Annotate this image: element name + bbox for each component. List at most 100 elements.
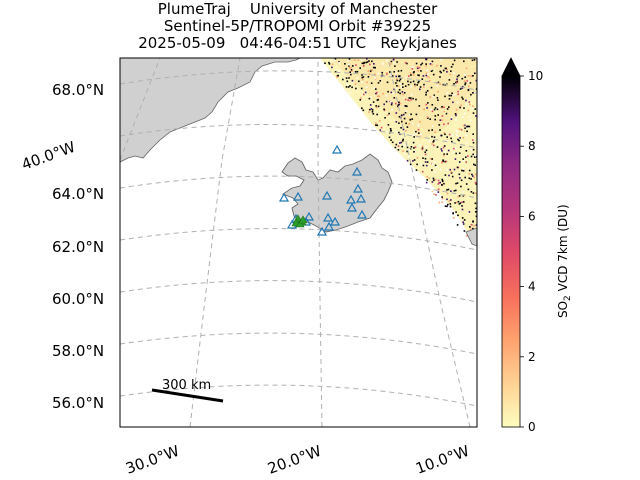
volcano-triangle-icon <box>321 190 333 200</box>
swath-pixel <box>379 129 382 131</box>
swath-pixel <box>453 190 456 192</box>
swath-pixel <box>472 141 475 144</box>
swath-pixel <box>437 166 439 168</box>
swath-pixel <box>430 70 433 72</box>
swath-pixel <box>473 225 475 227</box>
swath-pixel <box>377 105 380 108</box>
map-area[interactable]: 300 km <box>120 58 478 427</box>
swath-pixel <box>442 146 445 149</box>
swath-pixel <box>456 134 458 137</box>
swath-pixel <box>393 71 395 73</box>
swath-pixel <box>421 128 423 131</box>
swath-pixel <box>412 97 414 100</box>
swath-pixel <box>474 156 476 158</box>
swath-pixel <box>438 124 441 126</box>
swath-pixel <box>395 72 397 75</box>
swath-pixel <box>449 168 451 171</box>
swath-pixel <box>401 70 404 72</box>
swath-pixel <box>362 78 364 81</box>
swath-pixel <box>386 71 388 73</box>
swath-pixel <box>443 145 446 147</box>
swath-pixel <box>418 105 421 107</box>
swath-pixel <box>426 69 429 71</box>
swath-pixel <box>441 184 443 186</box>
swath-pixel <box>450 199 452 201</box>
swath-pixel <box>415 130 417 133</box>
swath-pixel <box>407 83 410 86</box>
swath-pixel <box>444 133 446 136</box>
swath-pixel <box>368 97 371 100</box>
swath-pixel <box>464 73 467 76</box>
swath-pixel <box>455 211 457 213</box>
swath-pixel <box>428 140 431 143</box>
swath-pixel <box>435 194 437 196</box>
coast-fragment <box>465 227 477 247</box>
swath-pixel <box>452 159 455 161</box>
colorbar-tick-label: 6 <box>528 209 536 223</box>
swath-pixel <box>425 103 428 106</box>
swath-pixel <box>417 128 420 131</box>
swath-pixel <box>348 63 350 66</box>
swath-pixel <box>375 88 377 90</box>
swath-pixel <box>445 160 448 163</box>
swath-pixel <box>345 86 348 88</box>
swath-pixel <box>396 79 398 82</box>
swath-pixel <box>456 166 459 169</box>
swath-pixel <box>380 126 383 129</box>
swath-pixel <box>437 114 439 116</box>
swath-pixel <box>475 207 477 210</box>
swath-pixel <box>441 106 443 108</box>
swath-pixel <box>403 144 406 146</box>
swath-pixel <box>464 83 466 86</box>
swath-pixel <box>460 173 463 176</box>
swath-pixel <box>433 68 436 71</box>
swath-pixel <box>463 219 466 221</box>
swath-pixel <box>462 201 465 203</box>
swath-pixel <box>396 78 398 81</box>
swath-pixel <box>388 136 391 139</box>
swath-pixel <box>363 93 365 96</box>
swath-pixel <box>390 60 393 63</box>
swath-pixel <box>344 63 346 65</box>
swath-pixel <box>333 59 336 61</box>
swath-pixel <box>442 83 445 86</box>
swath-pixel <box>474 164 476 166</box>
title-line-1: PlumeTraj University of Manchester <box>157 0 438 18</box>
swath-pixel <box>446 153 448 155</box>
swath-pixel <box>348 77 350 79</box>
swath-pixel <box>446 92 449 94</box>
swath-pixel <box>416 163 418 166</box>
swath-pixel <box>338 61 340 64</box>
swath-pixel <box>469 226 471 228</box>
swath-pixel <box>465 156 467 158</box>
swath-pixel <box>420 163 422 166</box>
swath-pixel <box>443 123 445 126</box>
swath-pixel <box>414 151 416 153</box>
swath-pixel <box>429 62 432 64</box>
swath-pixel <box>464 127 466 129</box>
swath-pixel <box>400 69 403 72</box>
swath-pixel <box>399 78 402 81</box>
swath-pixel <box>463 107 465 109</box>
swath-pixel <box>409 119 412 121</box>
swath-pixel <box>441 115 444 117</box>
swath-pixel <box>410 93 413 96</box>
swath-pixel <box>431 158 433 160</box>
swath-pixel <box>472 148 475 151</box>
swath-pixel <box>448 94 451 97</box>
swath-pixel <box>369 104 372 106</box>
swath-pixel <box>464 124 466 127</box>
swath-pixel <box>422 130 425 133</box>
swath-pixel <box>376 91 378 94</box>
swath-pixel <box>455 119 457 121</box>
swath-pixel <box>361 62 364 65</box>
swath-pixel <box>437 81 440 84</box>
swath-pixel <box>461 201 463 203</box>
swath-pixel <box>336 75 339 77</box>
swath-pixel <box>375 124 377 126</box>
swath-pixel <box>426 116 429 118</box>
swath-pixel <box>448 133 451 136</box>
swath-pixel <box>424 151 426 153</box>
swath-pixel <box>432 141 435 143</box>
swath-pixel <box>386 81 389 84</box>
